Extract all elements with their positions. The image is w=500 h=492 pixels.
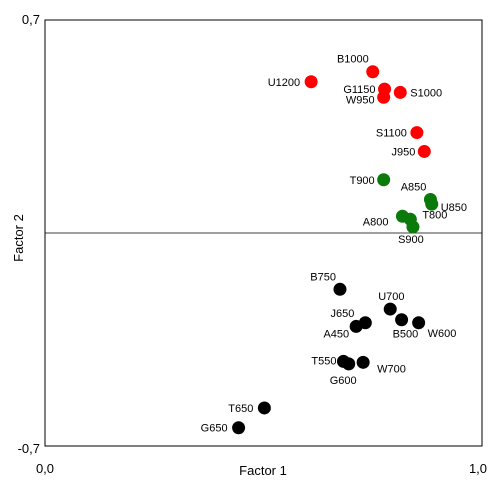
data-point-b750 (333, 282, 347, 296)
data-point-b500 (395, 313, 409, 327)
data-point-w700 (356, 355, 370, 369)
x-tick-right: 1,0 (469, 461, 487, 476)
point-label-w600: W600 (428, 328, 457, 340)
data-point-u1200 (304, 75, 318, 89)
data-point-s1100 (410, 126, 424, 140)
point-label-t900: T900 (350, 175, 375, 187)
data-point-t650 (257, 401, 271, 415)
point-label-j950: J950 (391, 146, 415, 158)
data-point-s900 (406, 220, 420, 234)
data-point-g600 (342, 357, 356, 371)
x-axis-title: Factor 1 (239, 463, 287, 478)
point-label-g650: G650 (201, 423, 228, 435)
data-point-s1000 (393, 85, 407, 99)
point-label-t550: T550 (311, 355, 336, 367)
point-label-g600: G600 (330, 375, 357, 387)
point-label-w700: W700 (377, 363, 406, 375)
data-point-b1000 (366, 65, 380, 79)
point-label-u1200: U1200 (268, 77, 300, 89)
point-label-s1000: S1000 (410, 87, 442, 99)
point-label-g1150: G1150 (343, 84, 375, 96)
y-tick-bottom: -0,7 (18, 441, 40, 456)
point-label-t800: T800 (422, 209, 447, 221)
data-point-w600 (412, 316, 426, 330)
point-label-t650: T650 (228, 403, 253, 415)
data-point-j950 (417, 144, 431, 158)
point-label-b500: B500 (393, 329, 419, 341)
data-points: B1000 U1200 G1150 S1000 W950 S1100 J950 T900 A85… (201, 54, 467, 435)
point-label-s900: S900 (398, 234, 424, 246)
data-point-u700 (383, 302, 397, 316)
point-label-u850: U850 (441, 202, 467, 214)
data-point-g650 (232, 421, 246, 435)
y-tick-top: 0,7 (22, 12, 40, 27)
point-label-a450: A450 (323, 328, 349, 340)
point-label-b1000: B1000 (337, 54, 369, 66)
point-label-s1100: S1100 (376, 128, 407, 140)
data-point-u850 (425, 197, 439, 211)
data-point-a450 (349, 319, 363, 333)
point-label-j650: J650 (330, 308, 354, 320)
point-label-a850: A850 (401, 182, 427, 194)
data-point-w950 (377, 90, 391, 104)
data-point-t900 (377, 173, 391, 187)
point-label-w950: W950 (346, 94, 375, 106)
point-label-b750: B750 (310, 271, 336, 283)
x-tick-left: 0,0 (36, 461, 54, 476)
y-axis-title: Factor 2 (11, 214, 26, 262)
point-label-u700: U700 (378, 291, 404, 303)
point-label-a800: A800 (363, 216, 389, 228)
